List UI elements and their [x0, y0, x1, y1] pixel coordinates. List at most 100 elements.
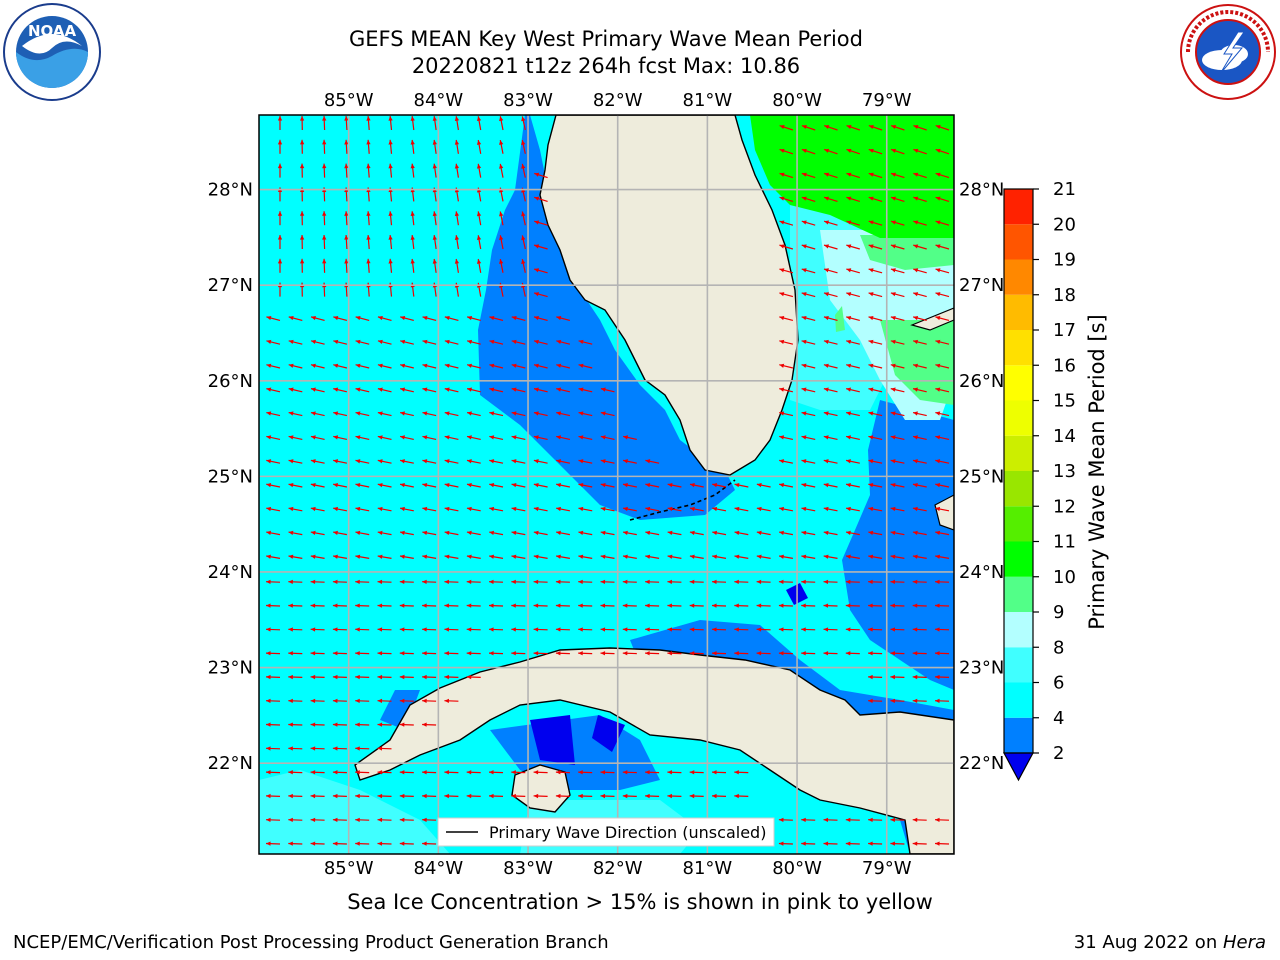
wave-arrow-342: [466, 483, 481, 488]
wave-arrow-371: [422, 506, 437, 512]
wave-arrow-29: [476, 139, 482, 154]
wave-arrow-581: [265, 674, 281, 680]
wave-arrow-377: [556, 506, 571, 512]
wave-arrow-183: [846, 315, 860, 321]
wave-arrow-278: [868, 411, 883, 417]
wave-arrow-50: [499, 163, 504, 178]
wave-arrow-583: [310, 674, 325, 680]
wave-arrow-110: [432, 235, 437, 250]
wave-arrow-103: [277, 235, 283, 249]
wave-arrow-484: [868, 579, 883, 585]
period-2-4-shelf: [470, 115, 735, 520]
wave-arrow-468: [511, 579, 526, 585]
wave-arrow-516: [890, 603, 905, 608]
colorbar-segment-3: [1004, 612, 1033, 648]
lon-tick-bottom-0: 85°W: [324, 858, 374, 879]
wave-arrow-19: [935, 124, 950, 131]
wave-arrow-5: [388, 116, 393, 131]
wave-arrow-637: [600, 770, 615, 775]
wave-arrow-472: [600, 579, 615, 585]
wave-arrow-383: [689, 506, 704, 512]
wave-arrow-231: [890, 363, 905, 369]
wave-arrow-398: [333, 530, 348, 536]
wave-arrow-546: [868, 627, 883, 632]
wave-arrow-382: [667, 506, 682, 512]
wave-arrow-198: [489, 339, 504, 345]
wave-arrow-567: [645, 651, 660, 656]
wave-arrow-83: [299, 211, 305, 226]
wave-arrow-393: [912, 506, 927, 512]
wave-arrow-595: [265, 698, 281, 704]
lon-tick-top-2: 83°W: [503, 90, 553, 111]
wave-arrow-441: [600, 554, 615, 559]
wave-arrow-438: [533, 554, 548, 559]
wave-arrow-134: [499, 258, 504, 273]
wave-arrow-252: [823, 387, 838, 393]
wave-arrow-505: [645, 603, 660, 608]
wave-arrow-309: [310, 459, 325, 464]
colorbar-segment-13: [1004, 259, 1033, 295]
colorbar-tick-label-4: 9: [1053, 602, 1064, 623]
wave-arrow-521: [310, 627, 325, 632]
wave-arrow-665: [734, 793, 749, 799]
wave-arrow-702: [377, 841, 392, 846]
wave-arrow-643: [734, 770, 749, 775]
wave-arrow-596: [288, 698, 303, 704]
wave-arrow-386: [756, 506, 771, 512]
wave-arrow-506: [667, 603, 682, 608]
wave-arrow-420: [823, 530, 838, 536]
wave-arrow-3: [344, 115, 349, 131]
wave-arrow-630: [444, 770, 459, 775]
wave-arrow-277: [846, 411, 860, 417]
wave-arrow-47: [432, 163, 437, 178]
wave-arrow-337: [355, 483, 370, 488]
wave-arrow-8: [454, 116, 460, 131]
wave-arrow-201: [556, 339, 571, 345]
wave-arrow-469: [533, 579, 548, 585]
wave-arrow-454: [890, 554, 905, 559]
wave-arrow-325: [779, 459, 794, 464]
wave-arrow-93: [521, 211, 526, 226]
lat-tick-left-2: 24°N: [208, 562, 253, 583]
colorbar-extend-min: [1002, 752, 1035, 782]
wave-arrow-726: [912, 841, 927, 846]
wave-arrow-396: [288, 530, 303, 536]
wave-arrow-327: [823, 459, 838, 464]
wave-arrow-404: [466, 530, 481, 536]
wave-arrow-270: [533, 411, 548, 417]
wave-arrow-499: [511, 603, 526, 608]
colorbar-tick-label-8: 13: [1053, 461, 1076, 482]
wave-arrow-135: [521, 258, 526, 273]
wave-arrow-369: [377, 506, 392, 512]
wave-arrow-218: [422, 363, 437, 369]
wave-arrow-653: [466, 793, 481, 799]
wave-arrow-573: [778, 651, 793, 656]
wave-arrow-137: [779, 268, 794, 274]
lat-tick-right-1: 23°N: [959, 658, 1004, 679]
wave-arrow-412: [645, 530, 660, 536]
wave-arrow-422: [868, 530, 883, 536]
nws-logo: [1180, 4, 1276, 100]
wave-arrow-419: [801, 530, 816, 536]
wave-arrow-358: [823, 483, 838, 488]
wave-arrow-476: [689, 579, 704, 585]
wave-arrow-220: [466, 363, 481, 369]
wave-arrow-525: [399, 627, 414, 632]
wave-arrow-45: [388, 163, 393, 178]
colorbar-segment-2: [1004, 647, 1033, 683]
wave-arrow-471: [578, 579, 593, 585]
wave-arrow-15: [846, 124, 860, 131]
colorbar: 2 4 6 8 9 10 11 12 13 14 15 16 17 18 19 20 21: [1002, 179, 1076, 782]
wave-arrow-335: [310, 483, 325, 488]
lon-tick-top-4: 81°W: [683, 90, 733, 111]
wave-arrow-566: [622, 651, 637, 656]
wave-arrow-171: [377, 315, 392, 321]
wave-arrow-426: [266, 554, 281, 559]
lon-tick-top-5: 80°W: [772, 90, 822, 111]
wave-arrow-238: [355, 387, 370, 393]
wave-arrow-490: [310, 603, 325, 608]
wave-arrow-199: [511, 339, 526, 345]
wave-arrow-321: [578, 459, 593, 464]
wave-arrow-73: [534, 196, 548, 202]
colorbar-tick-label-9: 14: [1053, 426, 1076, 447]
